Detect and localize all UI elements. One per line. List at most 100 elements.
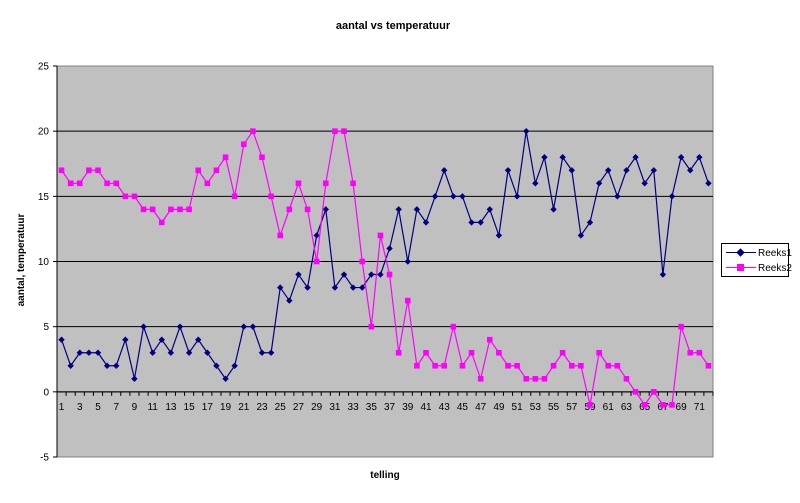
y-tick-label: 0 xyxy=(43,387,49,398)
data-point-reeks2 xyxy=(486,336,493,343)
data-point-reeks1 xyxy=(614,193,621,200)
x-tick-label: 17 xyxy=(202,402,214,413)
data-point-reeks2 xyxy=(213,167,220,174)
legend-swatch-reeks2 xyxy=(726,261,756,275)
x-tick-label: 35 xyxy=(366,402,378,413)
x-tick-label: 27 xyxy=(293,402,305,413)
data-point-reeks2 xyxy=(158,219,165,226)
data-point-reeks2 xyxy=(122,193,129,200)
data-point-reeks1 xyxy=(258,349,266,356)
data-point-reeks1 xyxy=(359,284,366,291)
data-point-reeks2 xyxy=(696,349,703,356)
data-point-reeks2 xyxy=(240,141,247,147)
legend-swatch-reeks1 xyxy=(726,246,756,260)
data-point-reeks2 xyxy=(623,376,630,382)
data-point-reeks2 xyxy=(578,362,584,369)
legend: Reeks1 Reeks2 xyxy=(721,243,792,277)
data-point-reeks2 xyxy=(641,402,648,408)
data-point-reeks2 xyxy=(404,297,411,304)
data-point-reeks2 xyxy=(650,389,657,395)
data-point-reeks2 xyxy=(568,362,575,369)
data-point-reeks2 xyxy=(395,349,402,356)
x-tick-label: 53 xyxy=(530,402,542,413)
data-point-reeks1 xyxy=(641,180,648,187)
data-point-reeks1 xyxy=(413,206,421,213)
data-point-reeks1 xyxy=(213,362,220,369)
x-tick-label: 15 xyxy=(184,402,196,413)
y-axis-title: aantal, temperatuur xyxy=(16,213,27,306)
x-tick-label: 31 xyxy=(329,402,341,413)
data-point-reeks1 xyxy=(441,167,448,174)
data-point-reeks1 xyxy=(167,349,175,356)
data-point-reeks2 xyxy=(186,206,192,213)
legend-item-reeks2: Reeks2 xyxy=(726,261,792,275)
data-point-reeks2 xyxy=(58,167,65,174)
data-point-reeks1 xyxy=(459,193,466,200)
data-point-reeks2 xyxy=(268,193,274,200)
data-point-reeks1 xyxy=(122,336,129,343)
data-point-reeks1 xyxy=(513,193,521,200)
data-point-reeks1 xyxy=(286,297,293,304)
data-point-reeks1 xyxy=(158,336,165,343)
x-tick-label: 3 xyxy=(77,402,83,413)
data-point-reeks1 xyxy=(541,154,548,161)
x-axis-title: telling xyxy=(370,470,399,481)
data-point-reeks2 xyxy=(386,271,393,278)
x-tick-label: 71 xyxy=(694,402,706,413)
data-point-reeks2 xyxy=(414,362,420,369)
data-point-reeks1 xyxy=(58,336,65,343)
data-point-reeks1 xyxy=(85,349,93,356)
data-point-reeks1 xyxy=(113,362,120,369)
series-line-reeks1 xyxy=(60,131,710,380)
data-point-reeks2 xyxy=(496,349,502,356)
x-tick-label: 37 xyxy=(384,402,396,413)
data-point-reeks2 xyxy=(559,349,566,356)
data-point-reeks1 xyxy=(595,180,603,187)
data-point-reeks2 xyxy=(450,323,457,330)
legend-label-reeks2: Reeks2 xyxy=(758,262,792,274)
data-point-reeks2 xyxy=(204,180,211,187)
data-point-reeks2 xyxy=(377,232,384,239)
y-tick-label: 10 xyxy=(38,257,50,268)
x-tick-label: 33 xyxy=(348,402,360,413)
data-point-reeks1 xyxy=(650,167,657,174)
data-point-reeks1 xyxy=(559,154,566,161)
x-tick-label: 45 xyxy=(457,402,469,413)
data-point-reeks2 xyxy=(541,376,548,382)
data-point-reeks1 xyxy=(523,127,530,135)
data-point-reeks2 xyxy=(423,349,429,356)
data-point-reeks1 xyxy=(322,206,329,213)
y-tick-label: -5 xyxy=(40,453,49,464)
data-point-reeks2 xyxy=(550,362,557,369)
series-lines xyxy=(58,127,712,408)
data-point-reeks1 xyxy=(550,206,557,213)
data-point-reeks2 xyxy=(587,402,593,408)
data-point-reeks1 xyxy=(659,271,667,278)
series-markers-reeks1 xyxy=(58,127,712,382)
data-point-reeks2 xyxy=(669,402,675,408)
data-point-reeks2 xyxy=(140,206,147,213)
data-point-reeks1 xyxy=(176,323,184,330)
x-tick-label: 39 xyxy=(402,402,414,413)
data-point-reeks1 xyxy=(632,154,639,161)
data-point-reeks1 xyxy=(231,362,238,369)
data-point-reeks1 xyxy=(277,284,284,291)
data-point-reeks2 xyxy=(687,349,694,356)
data-point-reeks1 xyxy=(67,362,74,369)
data-point-reeks1 xyxy=(623,167,630,174)
data-point-reeks2 xyxy=(350,180,356,187)
data-point-reeks1 xyxy=(495,232,503,239)
data-point-reeks2 xyxy=(441,362,448,369)
data-point-reeks2 xyxy=(295,180,302,187)
x-tick-label: 63 xyxy=(621,402,633,413)
data-point-reeks1 xyxy=(140,323,147,330)
data-point-reeks1 xyxy=(331,284,339,291)
x-tick-label: 51 xyxy=(512,402,524,413)
data-point-reeks2 xyxy=(168,206,174,213)
data-point-reeks2 xyxy=(259,154,265,161)
y-tick-label: 5 xyxy=(43,322,49,333)
data-point-reeks2 xyxy=(514,362,520,369)
y-tick-label: 15 xyxy=(38,192,50,203)
